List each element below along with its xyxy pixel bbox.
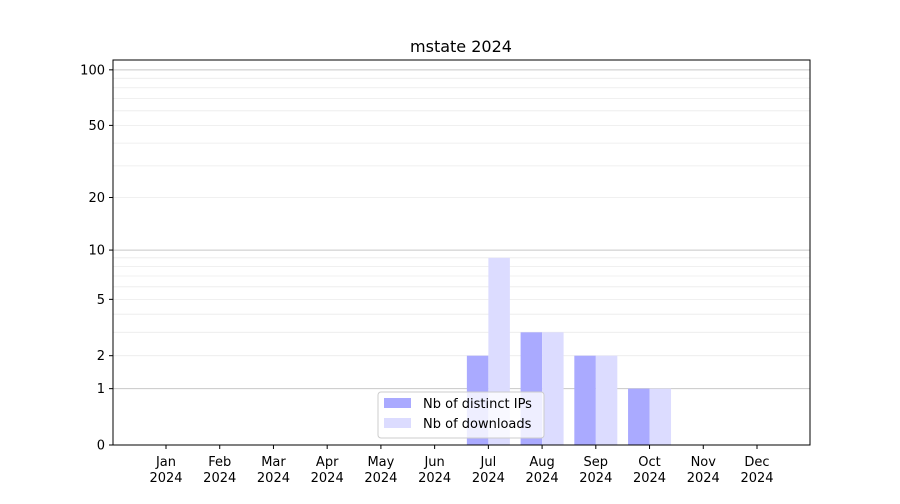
y-tick-label: 1 <box>97 382 105 397</box>
x-axis: Jan2024Feb2024Mar2024Apr2024May2024Jun20… <box>149 445 774 486</box>
legend: Nb of distinct IPs Nb of downloads <box>377 391 545 439</box>
bar-downloads <box>542 332 564 445</box>
x-tick-label: 2024 <box>472 471 505 486</box>
y-tick-label: 100 <box>80 63 105 78</box>
x-tick-label: Jan <box>155 455 176 470</box>
y-tick-label: 2 <box>97 349 105 364</box>
x-tick-label: Sep <box>584 455 609 470</box>
x-tick-label: Oct <box>638 455 660 470</box>
legend-label: Nb of distinct IPs <box>423 397 532 412</box>
x-tick-label: 2024 <box>364 471 397 486</box>
bar-distinct-ips <box>628 388 650 445</box>
x-tick-label: 2024 <box>418 471 451 486</box>
y-tick-label: 0 <box>97 439 105 454</box>
x-tick-label: Nov <box>691 455 717 470</box>
x-tick-label: Apr <box>316 455 339 470</box>
legend-box <box>377 391 545 439</box>
y-tick-label: 10 <box>88 244 105 259</box>
x-tick-label: Mar <box>261 455 286 470</box>
plot-frame <box>112 59 811 446</box>
y-tick-label: 5 <box>97 293 105 308</box>
grid <box>113 69 810 390</box>
x-tick-label: 2024 <box>203 471 236 486</box>
legend-swatch <box>384 398 411 408</box>
x-tick-label: May <box>367 455 394 470</box>
x-tick-label: 2024 <box>633 471 666 486</box>
bar-distinct-ips <box>574 355 596 445</box>
chart-title: mstate 2024 <box>410 37 512 56</box>
bar-downloads <box>595 355 618 445</box>
x-tick-label: Jun <box>423 455 444 470</box>
x-tick-label: Feb <box>208 455 231 470</box>
legend-swatch <box>384 418 411 428</box>
x-tick-label: Dec <box>744 455 769 470</box>
y-tick-label: 50 <box>88 119 105 134</box>
x-tick-label: 2024 <box>311 471 344 486</box>
bar-downloads <box>649 388 672 445</box>
x-tick-label: Aug <box>529 455 554 470</box>
x-tick-label: 2024 <box>257 471 290 486</box>
y-axis: 0 1 2 5 10 20 50 100 <box>80 63 113 454</box>
x-tick-label: Jul <box>480 455 497 470</box>
y-tick-label: 20 <box>88 191 105 206</box>
x-tick-label: 2024 <box>149 471 182 486</box>
x-tick-label: 2024 <box>740 471 773 486</box>
x-tick-label: 2024 <box>526 471 559 486</box>
legend-label: Nb of downloads <box>423 417 532 432</box>
x-tick-label: 2024 <box>687 471 720 486</box>
x-tick-label: 2024 <box>579 471 612 486</box>
